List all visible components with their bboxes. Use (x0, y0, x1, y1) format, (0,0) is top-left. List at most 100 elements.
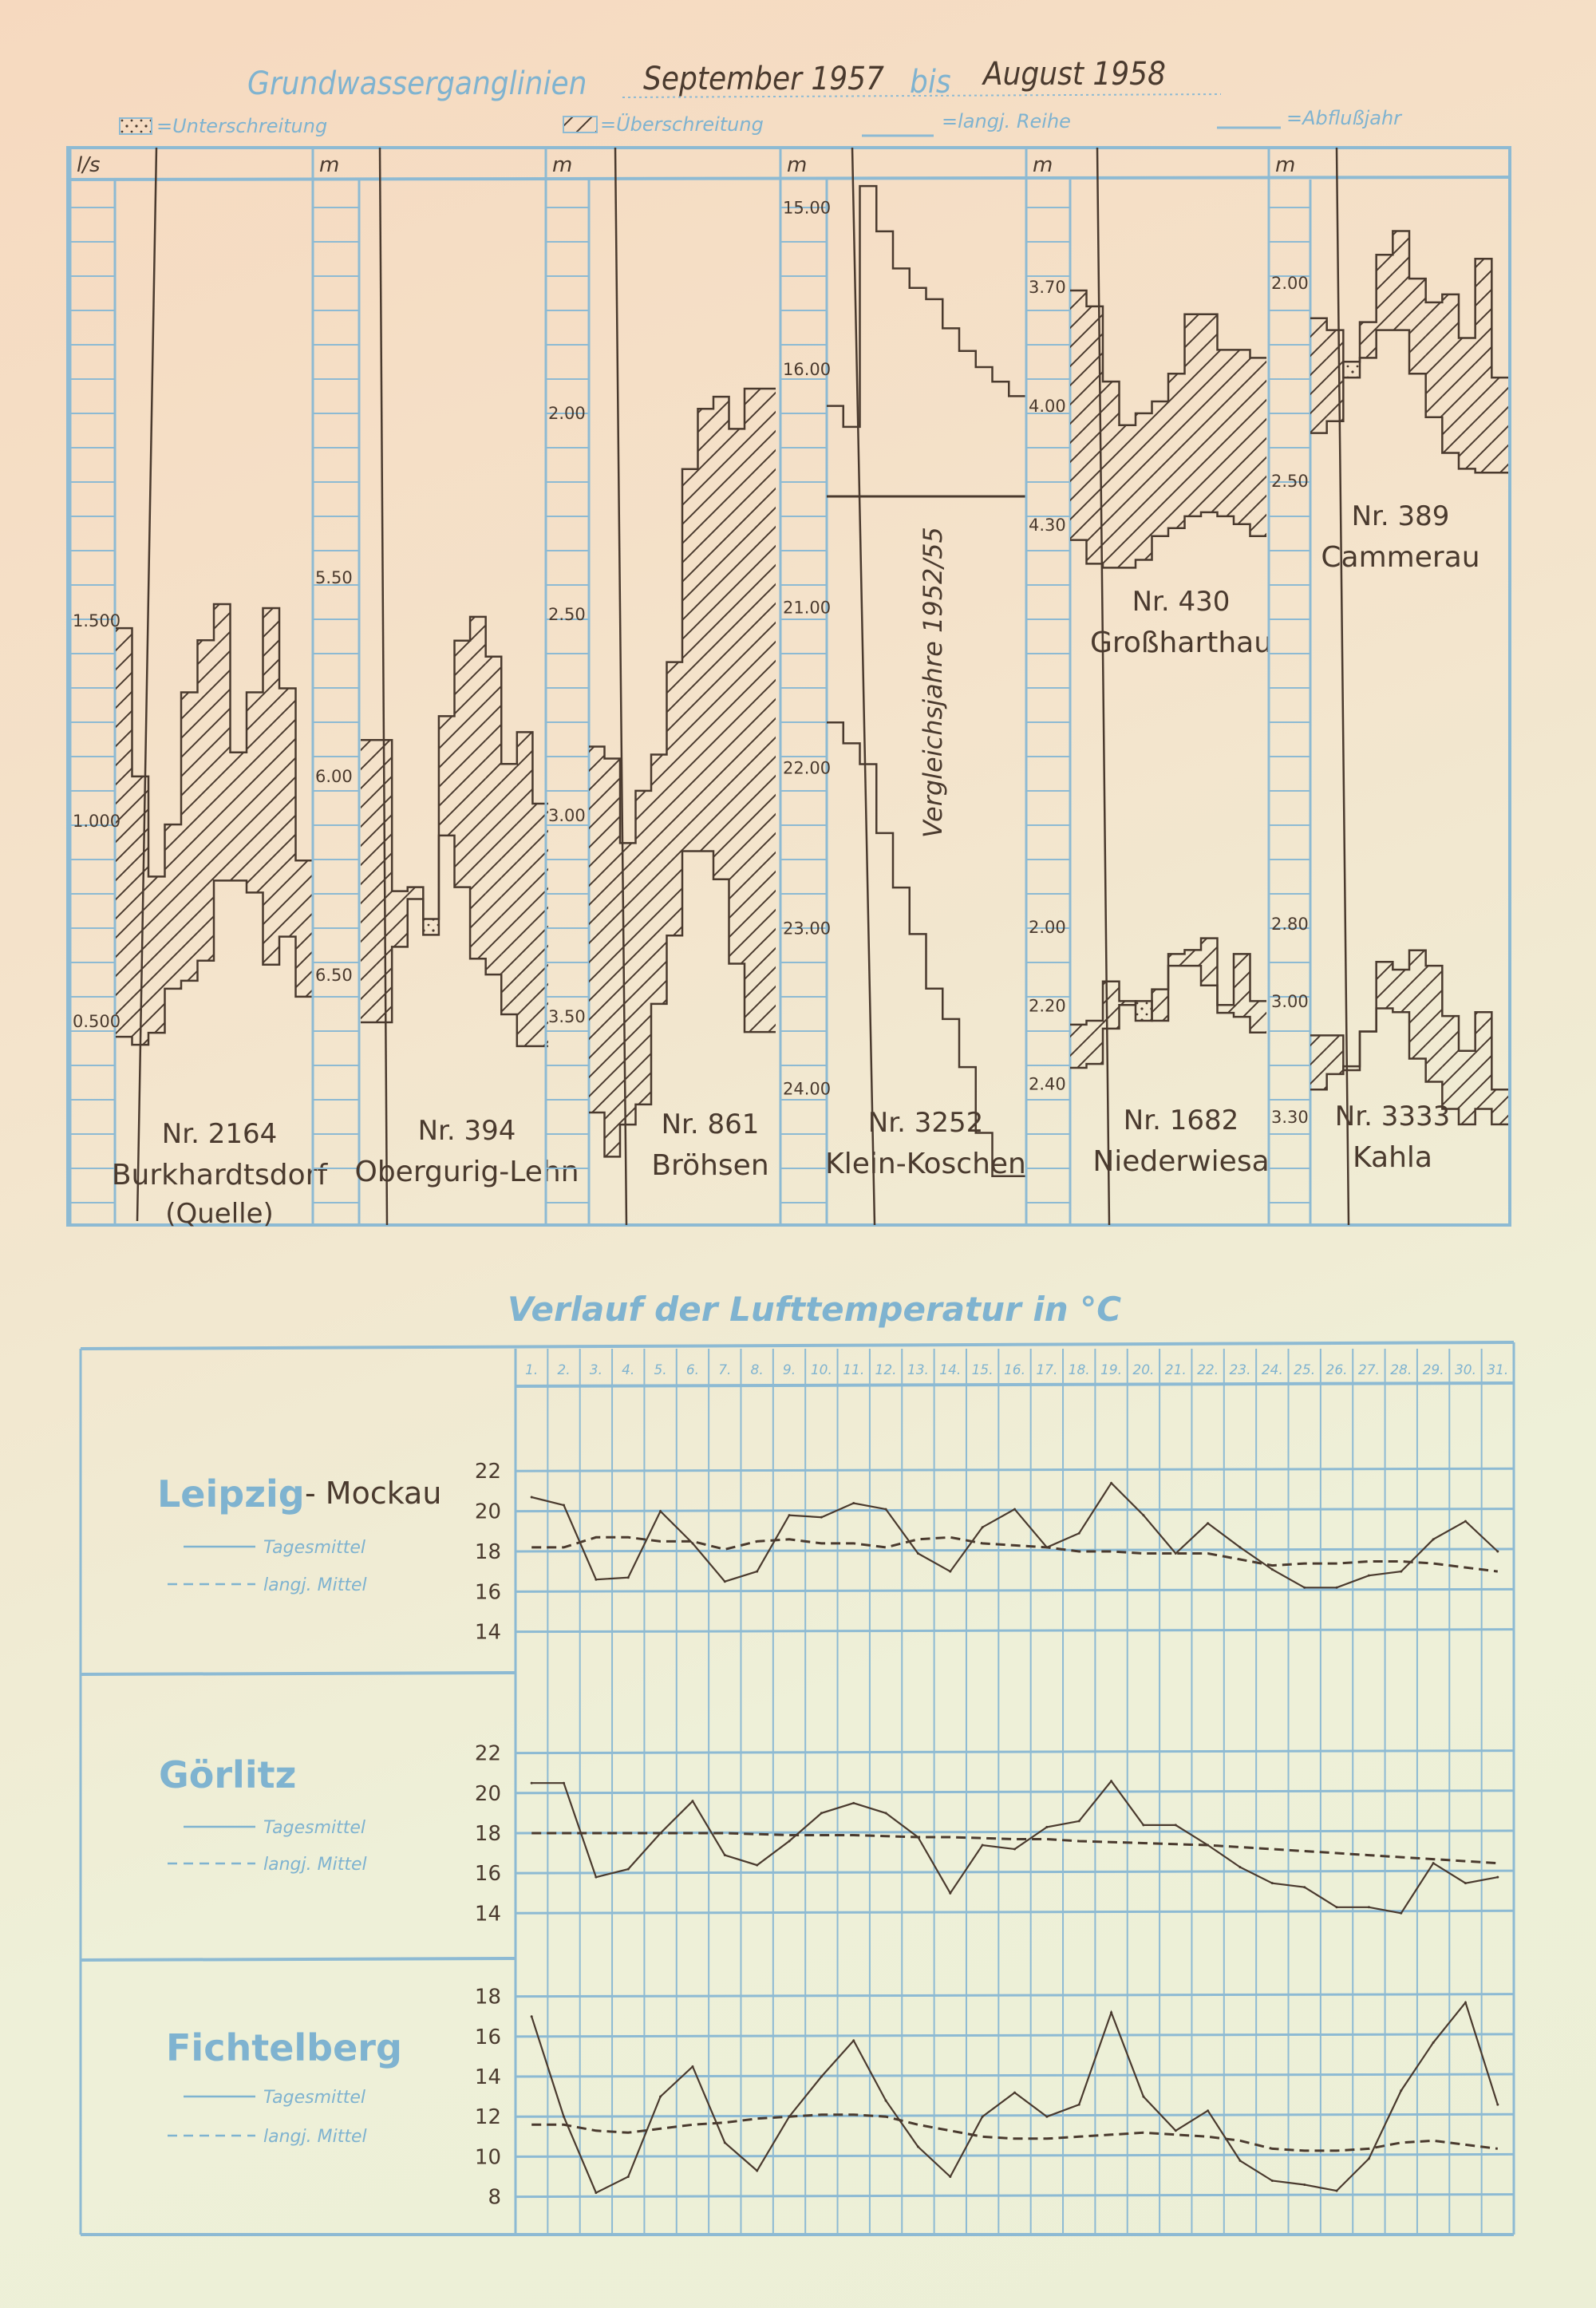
daily-point (884, 2099, 887, 2102)
daily-point (1464, 2001, 1467, 2004)
temperature-gridline (515, 2152, 1515, 2158)
longterm-mean-line (531, 1832, 1498, 1865)
temperature-gridline (515, 1789, 1515, 1795)
daily-point (1142, 2095, 1145, 2098)
comparison-years-note: Vergleichsjahre 1952/55 (918, 527, 948, 838)
temperature-station-3: 18 16 14 12 10 8 Fichtelberg Tagesmittel langj. … (166, 1986, 1515, 2210)
station-name: Burkhardtsdorf (112, 1159, 329, 1192)
exceedance-hatch (1310, 318, 1327, 433)
axis-tick-label: 6.50 (315, 966, 353, 985)
temperature-tick-label: 22 (475, 1460, 501, 1484)
exceedance-hatch (1442, 1016, 1459, 1109)
axis-tick-label: 3.70 (1029, 278, 1066, 297)
daily-point (1496, 1875, 1499, 1879)
exceedance-hatch (604, 758, 620, 1157)
gauge-segment: 15.00 16.00 (783, 184, 1025, 429)
legend-under: =Unterschreitung (156, 115, 327, 137)
axis-tick-label: 3.00 (548, 806, 586, 825)
temperature-gridline (515, 1993, 1515, 1998)
axis-tick-label: 2.00 (1029, 918, 1066, 937)
unit-label: m (787, 153, 807, 177)
exceedance-hatch (1442, 294, 1459, 453)
temperature-tick-label: 8 (488, 2186, 501, 2210)
exceedance-hatch (1152, 989, 1168, 1021)
temperature-tick-label: 18 (475, 1986, 501, 2010)
daily-point (852, 1801, 855, 1804)
temperature-gridline (515, 1749, 1515, 1755)
daily-point (788, 1840, 791, 1843)
temperature-frame-top (80, 1341, 1515, 1350)
shortfall-dots (1136, 1001, 1152, 1021)
daily-point (1432, 2041, 1435, 2044)
daily-point (1367, 2157, 1370, 2160)
day-header-divider (515, 1381, 1515, 1388)
day-header-label: 4. (622, 1362, 634, 1378)
exceedance-hatch (1201, 314, 1218, 512)
daily-point (1270, 1568, 1274, 1571)
exceedance-hatch (1168, 954, 1185, 966)
daily-point (1142, 1824, 1145, 1827)
exceedance-hatch (1070, 290, 1087, 540)
legend-daily-label: Tagesmittel (263, 2088, 365, 2108)
daily-point (981, 1526, 984, 1529)
day-header-label: 13. (907, 1362, 929, 1378)
exceedance-hatch (164, 824, 181, 989)
daily-point (1207, 1844, 1210, 1847)
gauge-segment: 2.00 2.20 2.40 Nr. 1682 Niederwiesa (1029, 918, 1270, 1178)
axis-tick-label: 3.00 (1271, 992, 1309, 1011)
temperature-station-2: 22 20 18 16 14 Görlitz Tagesmittel langj. Mitte… (159, 1742, 1515, 1926)
axis-tick-label: 3.30 (1271, 1108, 1309, 1127)
gauge-column-3: m 2.00 2.50 3.00 3.50 Nr. 861 Bröhsen (544, 147, 776, 1226)
legend-longterm-label: langj. Mittel (263, 1575, 367, 1595)
daily-point (916, 2145, 919, 2148)
daily-point (691, 2065, 694, 2068)
daily-point (530, 1496, 533, 1499)
daily-point (1045, 2115, 1049, 2118)
exceedance-hatch (620, 843, 636, 1125)
exceedance-hatch (197, 640, 214, 961)
temperature-gridline (515, 1909, 1515, 1915)
temperature-tick-label: 14 (475, 2065, 501, 2089)
temperature-gridline (515, 2193, 1515, 2199)
daily-point (626, 1867, 630, 1871)
exceedance-hatch (407, 887, 424, 899)
temperature-gridline (515, 2033, 1515, 2038)
daily-point (1110, 1481, 1113, 1484)
exceedance-hatch (697, 409, 713, 852)
axis-tick-label: 4.30 (1029, 516, 1066, 535)
daily-point (723, 1854, 726, 1857)
exceedance-hatch (148, 876, 165, 1033)
temperature-tick-label: 18 (475, 1540, 501, 1564)
groundwater-legend: =Unterschreitung =Überschreitung =langj.… (119, 107, 1403, 137)
daily-point (884, 1812, 887, 1815)
daily-point (1142, 1514, 1145, 1517)
exceedance-hatch (1459, 338, 1476, 469)
gauge-column-2: m 5.50 6.00 6.50 Nr. 394 Obergurig-Lehn (311, 147, 579, 1226)
station-name: Bröhsen (651, 1149, 768, 1182)
exceedance-hatch (361, 740, 377, 1022)
daily-point (820, 1516, 823, 1519)
day-header-label: 10. (811, 1362, 832, 1378)
gauge-segment: 5.50 6.00 6.50 Nr. 394 Obergurig-Lehn (315, 568, 579, 1188)
exceedance-hatch (1326, 1035, 1344, 1074)
exceedance-hatch (516, 732, 533, 1046)
station-name: Leipzig (157, 1472, 305, 1516)
temperature-tick-label: 20 (475, 1500, 501, 1524)
daily-point (1045, 1825, 1049, 1828)
exceedance-hatch (295, 860, 312, 997)
day-header-label: 3. (590, 1362, 602, 1378)
reference-vertical-line (1335, 147, 1350, 1226)
daily-point (820, 1812, 823, 1815)
daily-point (788, 1514, 791, 1517)
axis-tick-label: 2.80 (1271, 915, 1309, 934)
longterm-mean-line (531, 2113, 1498, 2152)
daily-point (595, 1875, 598, 1879)
daily-point (1496, 1550, 1499, 1553)
daily-point (1238, 2159, 1242, 2162)
daily-point (1077, 2103, 1080, 2106)
station-name: Kahla (1353, 1141, 1432, 1174)
current-year-step-line (589, 387, 776, 844)
exceedance-hatch (1201, 938, 1218, 986)
axis-tick-label: 2.00 (548, 404, 586, 423)
day-header-label: 30. (1455, 1362, 1476, 1378)
